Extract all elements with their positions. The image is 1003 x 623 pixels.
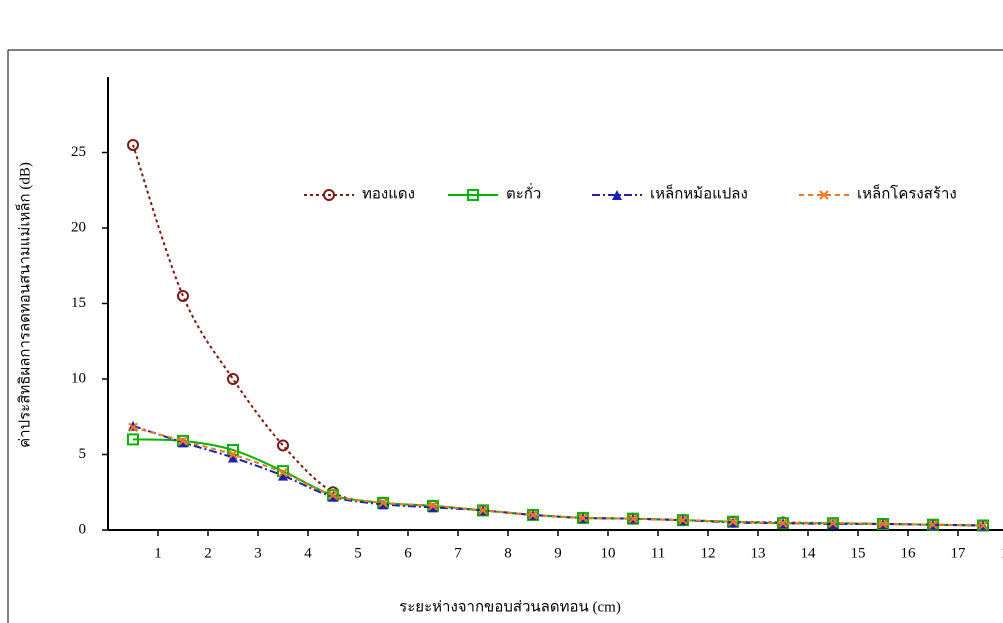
marker (378, 498, 388, 508)
legend-label: ตะกั่ว (506, 182, 541, 202)
marker (328, 490, 338, 500)
marker (128, 422, 138, 433)
x-tick-label: 5 (354, 545, 362, 561)
x-tick-label: 1 (154, 545, 162, 561)
marker (227, 373, 239, 385)
y-tick-label: 25 (71, 144, 86, 160)
marker (127, 433, 139, 446)
x-tick-label: 11 (651, 545, 665, 561)
legend-label: ทองแดง (362, 186, 415, 202)
marker (228, 452, 238, 463)
x-tick-label: 15 (851, 545, 866, 561)
x-tick-label: 18 (1001, 545, 1003, 561)
x-axis-label: ระยะห่างจากขอบส่วนลดทอน (cm) (399, 599, 621, 615)
x-tick-label: 6 (404, 545, 412, 561)
series-line (132, 144, 984, 527)
marker (728, 516, 738, 527)
marker (328, 491, 338, 502)
y-axis-label: ค่าประสิทธิผลการลดทอนสนามแม่เหล็ก (dB) (14, 162, 33, 448)
marker (528, 510, 538, 520)
x-tick-label: 16 (901, 545, 917, 561)
x-tick-label: 13 (751, 545, 766, 561)
marker (128, 420, 138, 431)
y-tick-label: 20 (71, 219, 86, 235)
x-tick-label: 4 (304, 545, 312, 561)
marker (378, 499, 388, 510)
marker (177, 289, 189, 302)
x-tick-label: 3 (254, 545, 262, 561)
x-tick-label: 12 (701, 545, 716, 561)
marker (228, 449, 238, 460)
marker (323, 189, 335, 201)
marker (628, 513, 638, 524)
y-tick-label: 5 (79, 446, 87, 462)
marker (428, 501, 438, 511)
marker (277, 439, 289, 452)
x-tick-label: 2 (204, 545, 212, 561)
marker (278, 470, 288, 481)
marker (612, 190, 622, 200)
marker (878, 519, 888, 529)
marker (478, 505, 488, 516)
marker (778, 518, 788, 528)
series-line (132, 424, 984, 527)
legend-label: เหล็กโครงสร้าง (857, 183, 957, 202)
marker (467, 189, 479, 201)
series-line (132, 426, 984, 527)
marker (828, 518, 838, 528)
marker (127, 138, 139, 151)
marker (978, 520, 988, 531)
y-tick-label: 10 (71, 370, 86, 386)
x-tick-label: 7 (454, 545, 462, 561)
x-tick-label: 14 (801, 545, 817, 561)
marker (428, 502, 438, 513)
x-tick-label: 9 (554, 545, 562, 561)
x-tick-label: 17 (951, 545, 967, 561)
legend-label: เหล็กหม้อแปลง (650, 183, 748, 202)
marker (678, 515, 688, 525)
x-tick-label: 10 (601, 545, 616, 561)
marker (578, 513, 588, 523)
x-tick-label: 8 (504, 545, 512, 561)
y-tick-label: 0 (79, 521, 87, 537)
marker (178, 436, 188, 446)
marker (928, 520, 938, 530)
marker (819, 190, 829, 200)
series-line (132, 438, 984, 527)
marker (178, 437, 188, 448)
marker (278, 467, 288, 478)
y-tick-label: 15 (71, 295, 86, 311)
